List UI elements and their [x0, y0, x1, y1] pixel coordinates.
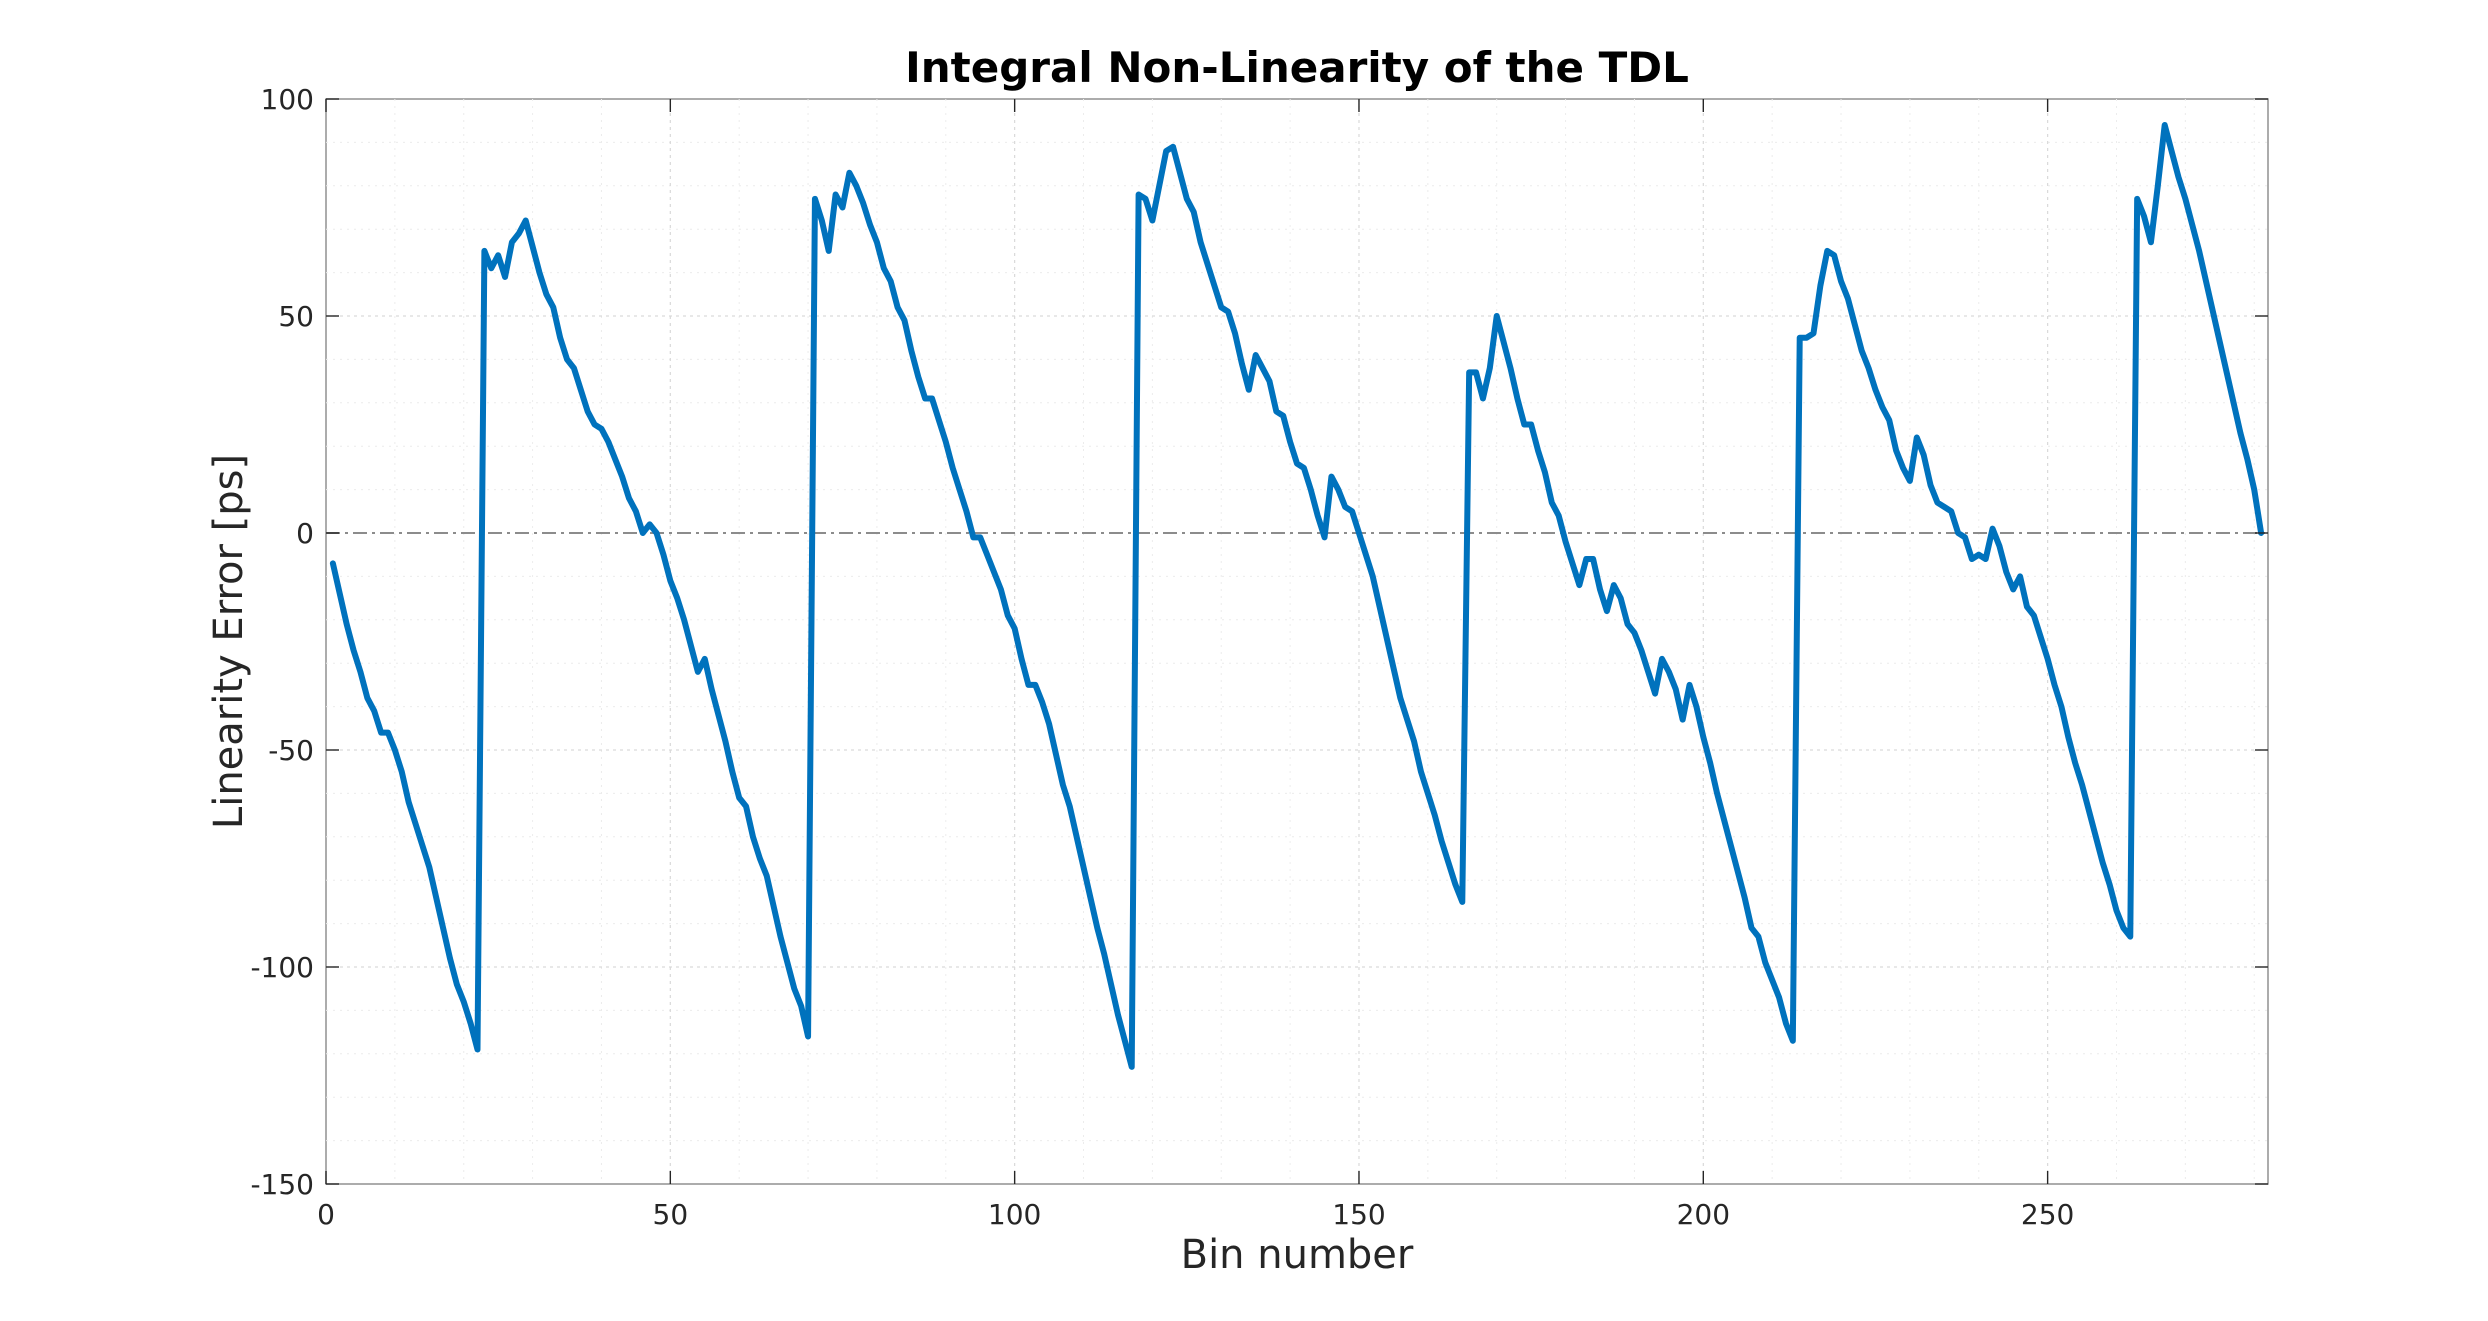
y-tick-label: 100 [261, 83, 314, 116]
chart-title: Integral Non-Linearity of the TDL [905, 43, 1689, 92]
x-tick-label: 0 [317, 1198, 335, 1231]
y-tick-label: 50 [278, 300, 314, 333]
plot-area [325, 98, 2269, 1185]
x-axis-label: Bin number [1181, 1232, 1414, 1278]
y-tick-label: 0 [296, 517, 314, 550]
y-tick-label: -50 [268, 734, 314, 767]
x-tick-label: 100 [988, 1198, 1041, 1231]
axis-tick-labels: 0 50 100 150 200 250 -150 -100 -50 0 50 100 [250, 83, 2074, 1231]
x-tick-label: 50 [653, 1198, 689, 1231]
series-line [329, 122, 2265, 1070]
axis-ticks [325, 98, 2268, 1185]
y-tick-label: -100 [250, 951, 314, 984]
major-grid [326, 99, 2268, 1184]
x-tick-label: 200 [1677, 1198, 1730, 1231]
x-tick-label: 150 [1332, 1198, 1385, 1231]
y-tick-label: -150 [250, 1168, 314, 1201]
x-tick-label: 250 [2021, 1198, 2074, 1231]
minor-grid [326, 99, 2268, 1184]
y-axis-label: Linearity Error [ps] [206, 454, 252, 829]
